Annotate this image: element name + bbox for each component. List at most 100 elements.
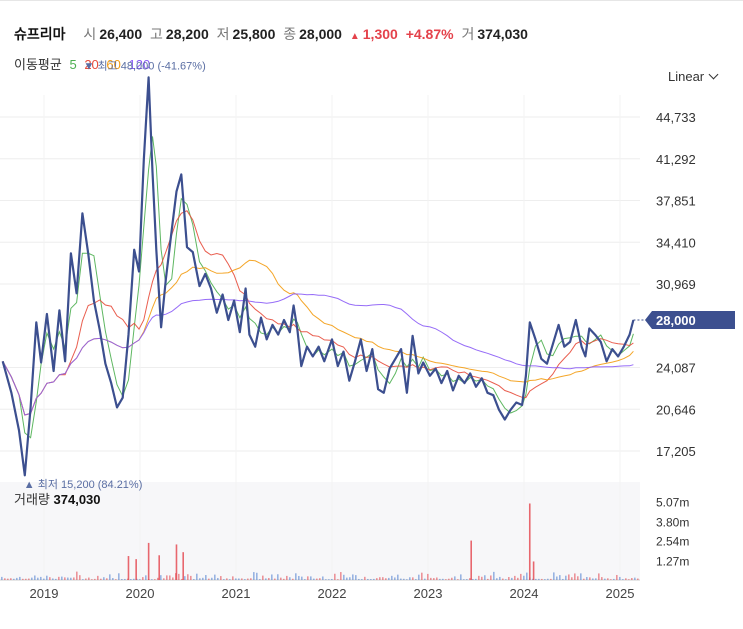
volume-spike-bar [528,503,531,580]
volume-bar [280,577,282,580]
time-tick-label: 2025 [606,586,635,601]
volume-bar [631,578,633,580]
volume-bar [463,579,465,580]
price-tick-label: 17,205 [656,444,696,459]
volume-bar [178,573,180,580]
volume-bar [628,579,630,580]
volume-bar [586,577,588,580]
volume-bar [271,574,273,580]
volume-spike-bar [175,544,178,580]
volume-bar [598,573,600,580]
stock-name: 슈프리마 [14,26,66,42]
open-label: 시 [83,26,97,42]
volume-bar [226,578,228,580]
volume-bar [181,578,183,580]
low-value: 25,800 [232,26,276,42]
price-tick-label: 30,969 [656,277,696,292]
volume-tick-label: 5.07m [656,496,689,510]
volume-bar [523,575,525,580]
volume-bar [547,578,549,580]
volume-bar [22,578,24,580]
volume-bar [4,578,6,580]
volume-bar [553,572,555,580]
volume-bar [370,579,372,580]
volume-bar [487,578,489,580]
volume-bar [190,575,192,580]
min-price-annotation: ▲ 최저 15,200 (84.21%) [24,478,143,491]
volume-bar [466,579,468,580]
ma-5-label[interactable]: 5 [69,57,77,72]
volume-bar [568,574,570,580]
volume-bar [253,572,255,580]
volume-bar [415,579,417,580]
moving-average-title: 이동평균 [14,57,62,72]
ma-60-label[interactable]: 60 [106,57,121,72]
volume-bar [385,578,387,580]
volume-bar [637,578,639,580]
volume-bar [241,578,243,580]
volume-bar [382,577,384,580]
high-label: 고 [150,26,163,42]
volume-bar [259,579,261,580]
volume-spike-bar [532,561,535,580]
price-line [1,76,635,477]
volume-bar [400,578,402,580]
ma-120-label[interactable]: 120 [128,57,151,72]
volume-bar [187,574,189,580]
volume-bar [514,575,516,580]
change-value: 1,300 [362,26,398,42]
volume-bar [313,578,315,580]
volume-bar [286,575,288,580]
volume-bar [61,576,63,580]
volume-bar [409,577,411,580]
volume-bar [49,577,51,580]
volume-bar [499,576,501,580]
volume-bar [103,577,105,580]
volume-bar [469,578,471,580]
volume-bar [235,578,237,580]
volume-bar [106,578,108,580]
volume-bar [274,578,276,580]
volume-bar [157,577,159,580]
price-tick-label: 41,292 [656,152,696,167]
open-value: 26,400 [99,26,143,42]
volume-bar [145,575,147,580]
volume-bar [163,578,165,580]
volume-bar [10,578,12,580]
volume-bar [457,579,459,580]
volume-bar [616,574,618,580]
price-series-line [1,76,635,477]
volume-bar [310,576,312,580]
volume-bar [622,579,624,580]
current-price-badge: 28,000 [633,311,735,330]
volume-panel-title: 거래량 374,030 [14,489,101,508]
volume-bar [265,578,267,580]
volume-spike-bar [135,559,137,580]
volume-bar [214,574,216,580]
time-tick-label: 2024 [510,586,539,601]
volume-bar [346,577,348,580]
volume-bar [430,577,432,580]
volume-bar [541,578,543,580]
volume-bar [142,577,144,580]
volume-bar [169,575,171,580]
volume-bar [388,577,390,580]
volume-bar [436,577,438,580]
volume-bar [625,578,627,580]
ma-20-label[interactable]: 20 [84,57,99,72]
volume-bar [82,579,84,580]
volume-tick-label: 1.27m [656,554,689,568]
volume-bar [121,579,123,580]
volume-bar [250,578,252,580]
volume-bar [571,577,573,580]
scale-selector[interactable]: Linear [668,69,719,84]
volume-bar [577,576,579,580]
volume-bar [94,578,96,580]
volume-bar [355,575,357,580]
volume-bar [475,578,477,580]
volume-bar [88,577,90,580]
volume-bar [343,574,345,580]
volume-bar [130,579,132,580]
volume-bar [109,574,111,580]
